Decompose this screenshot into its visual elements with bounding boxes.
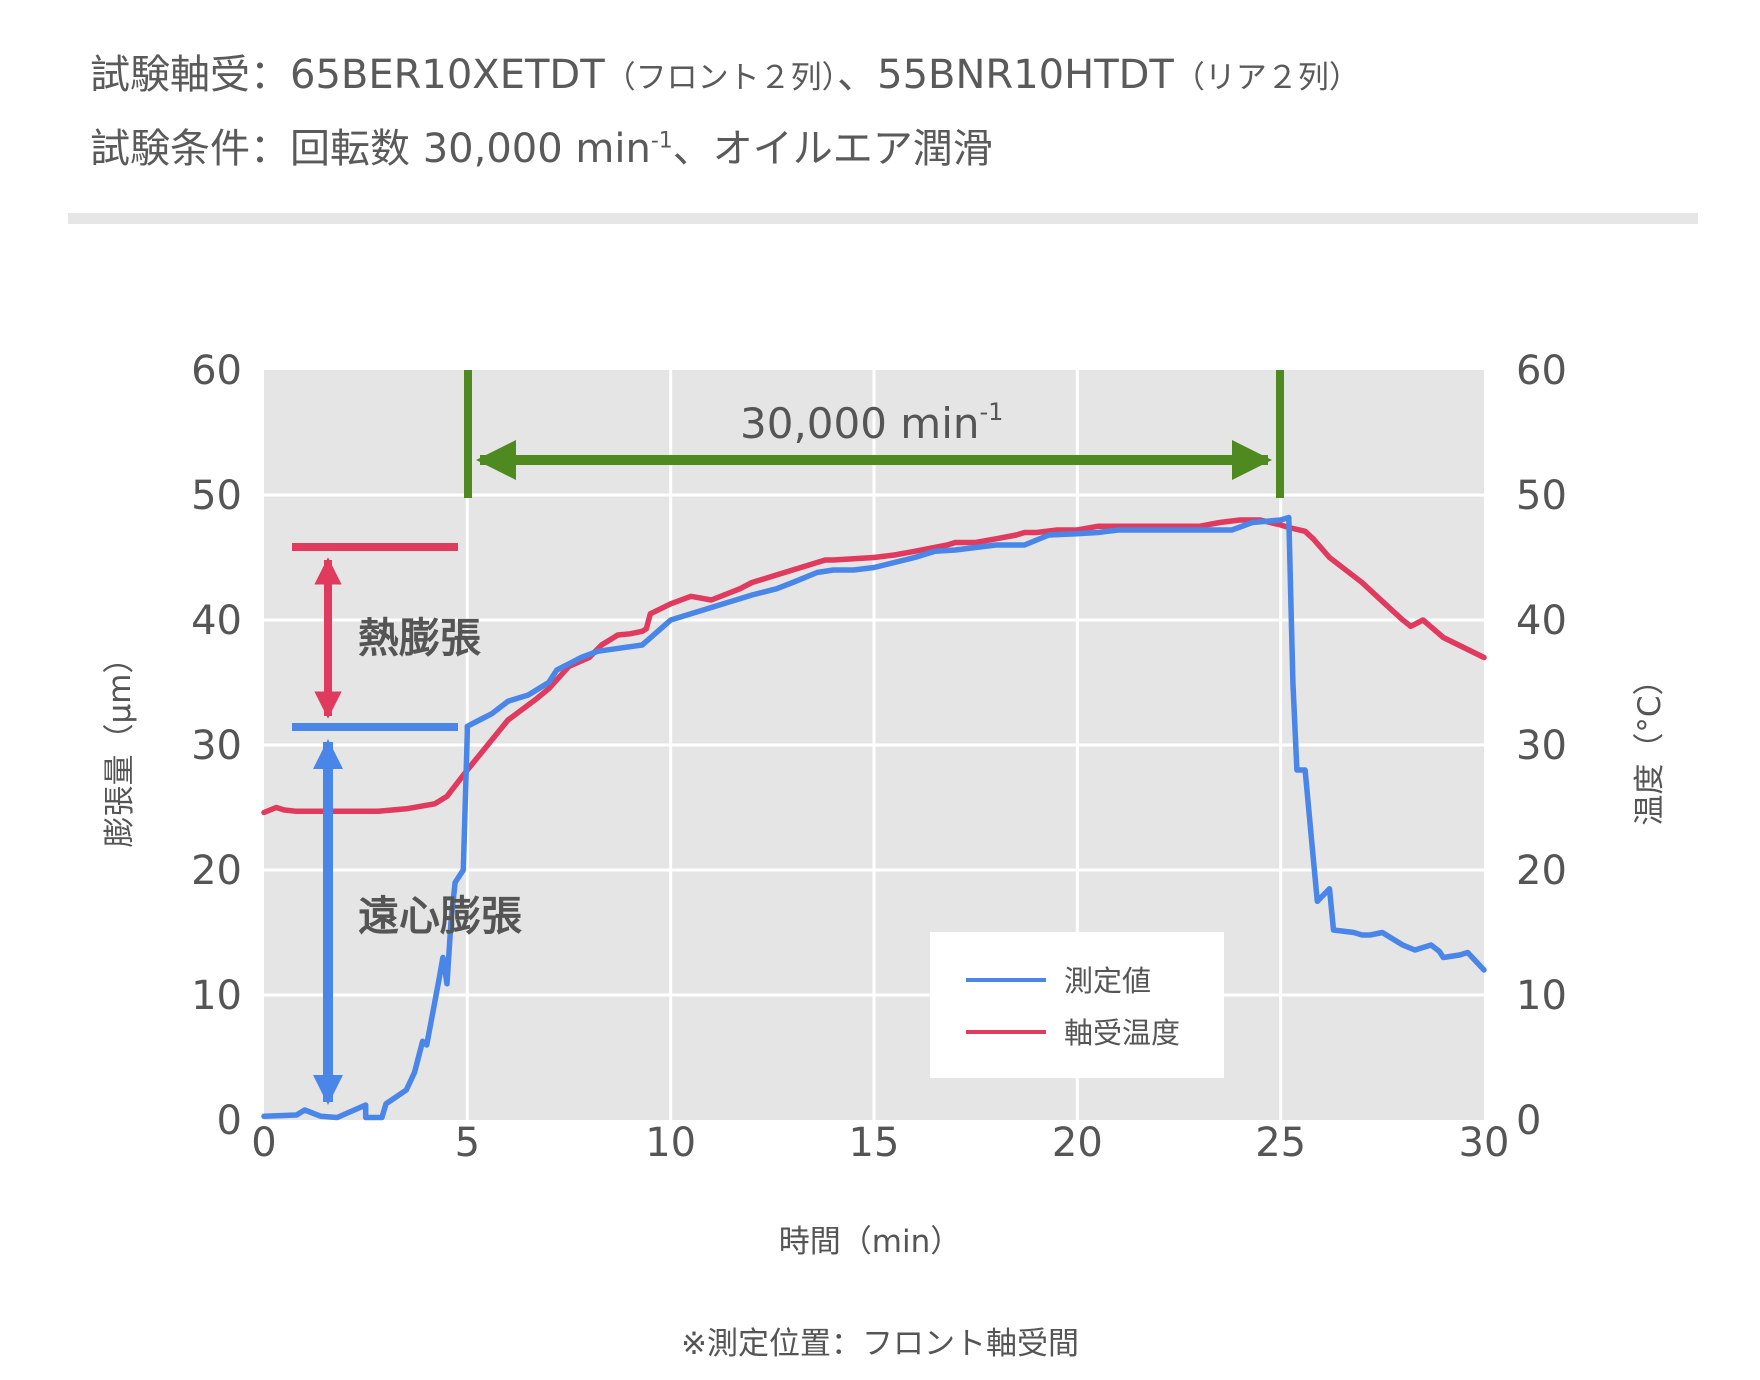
- test-condition-separator: ：: [250, 126, 290, 172]
- x-tick-label: 20: [1052, 1120, 1103, 1166]
- series-line-temperature: [261, 517, 1487, 816]
- y-tick-label-left: 0: [217, 1098, 242, 1144]
- legend-label-measured: 測定値: [1064, 964, 1151, 998]
- front-bearing-model: 65BER10XETDT: [290, 52, 605, 98]
- y-axis-title-right: 温度（°C）: [1632, 664, 1668, 825]
- speed-period-exponent: -1: [980, 398, 1004, 426]
- y-tick-label-right: 40: [1516, 598, 1567, 644]
- x-tick-label: 0: [251, 1120, 276, 1166]
- x-axis-title: 時間（min）: [779, 1224, 961, 1260]
- x-tick-label: 15: [849, 1120, 900, 1166]
- y-tick-label-right: 30: [1516, 723, 1567, 769]
- test-bearing-line: 試験軸受：65BER10XETDT（フロント２列）、55BNR10HTDT（リア…: [90, 42, 1360, 100]
- y-tick-label-left: 40: [191, 598, 242, 644]
- y-tick-label-left: 30: [191, 723, 242, 769]
- centrifugal-expansion-label: 遠心膨張: [358, 892, 522, 940]
- x-tick-label: 30: [1459, 1120, 1510, 1166]
- y-tick-label-left: 20: [191, 848, 242, 894]
- rear-bearing-model: 55BNR10HTDT: [877, 52, 1174, 98]
- test-condition-lubrication: 、オイルエア潤滑: [672, 126, 993, 172]
- test-condition-label: 試験条件: [90, 126, 250, 172]
- test-bearing-label: 試験軸受: [90, 52, 250, 98]
- rear-bearing-note: （リア２列）: [1173, 60, 1360, 96]
- header-divider: [68, 213, 1698, 224]
- y-axis-title-left: 膨張量（μm）: [102, 643, 138, 848]
- series-line-measured: [261, 514, 1487, 1121]
- y-tick-label-right: 20: [1516, 848, 1567, 894]
- y-tick-label-left: 60: [191, 348, 242, 394]
- y-tick-label-right: 0: [1516, 1098, 1541, 1144]
- test-bearing-separator: ：: [250, 52, 290, 98]
- footnote: ※測定位置：フロント軸受間: [681, 1326, 1079, 1362]
- x-axis: 0 5 10 15 20 25 30: [251, 1120, 1509, 1166]
- legend: 測定値 軸受温度: [930, 932, 1224, 1078]
- x-tick-label: 25: [1255, 1120, 1306, 1166]
- series-lines: [261, 514, 1487, 1121]
- y-tick-label-right: 50: [1516, 473, 1567, 519]
- legend-box: [930, 932, 1224, 1078]
- y-tick-label-left: 50: [191, 473, 242, 519]
- x-tick-label: 5: [455, 1120, 480, 1166]
- y-tick-label-right: 60: [1516, 348, 1567, 394]
- legend-label-temperature: 軸受温度: [1064, 1016, 1180, 1050]
- left-y-axis: 0 10 20 30 40 50 60: [191, 348, 242, 1144]
- test-condition-speed-exponent: -1: [650, 128, 673, 154]
- y-tick-label-right: 10: [1516, 973, 1567, 1019]
- x-tick-label: 10: [645, 1120, 696, 1166]
- thermal-expansion-label: 熱膨張: [358, 614, 481, 662]
- right-y-axis: 0 10 20 30 40 50 60: [1516, 348, 1567, 1144]
- y-tick-label-left: 10: [191, 973, 242, 1019]
- speed-period-label: 30,000 min-1: [740, 398, 1003, 448]
- front-bearing-note: （フロント２列）: [604, 60, 838, 96]
- test-condition-speed: 回転数 30,000 min: [290, 126, 651, 172]
- bearing-list-separator: 、: [837, 52, 878, 98]
- test-condition-line: 試験条件：回転数 30,000 min-1、オイルエア潤滑: [90, 116, 993, 174]
